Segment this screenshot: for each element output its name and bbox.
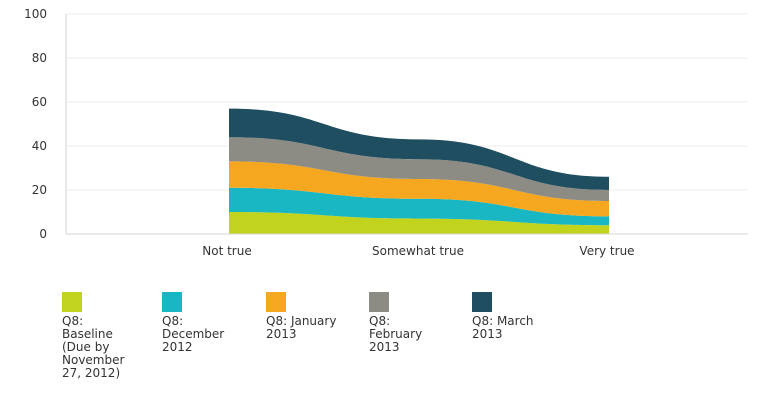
x-tick-label: Somewhat true bbox=[372, 244, 464, 258]
y-tick-label: 20 bbox=[32, 183, 47, 197]
y-tick-label: 60 bbox=[32, 95, 47, 109]
area-series-1 bbox=[229, 187, 609, 226]
y-tick-label: 0 bbox=[39, 227, 47, 241]
area-series-2 bbox=[229, 161, 609, 217]
x-tick-label: Very true bbox=[579, 244, 634, 258]
area-series-group bbox=[229, 108, 609, 234]
y-tick-label: 80 bbox=[32, 51, 47, 65]
area-series-4 bbox=[229, 108, 609, 190]
area-series-3 bbox=[229, 137, 609, 201]
y-tick-label: 100 bbox=[24, 7, 47, 21]
area-series-0 bbox=[229, 212, 609, 234]
y-tick-label: 40 bbox=[32, 139, 47, 153]
x-tick-label: Not true bbox=[202, 244, 251, 258]
axes: 0 20 40 60 80 100 Not true Somewhat true Very tr… bbox=[24, 7, 748, 258]
